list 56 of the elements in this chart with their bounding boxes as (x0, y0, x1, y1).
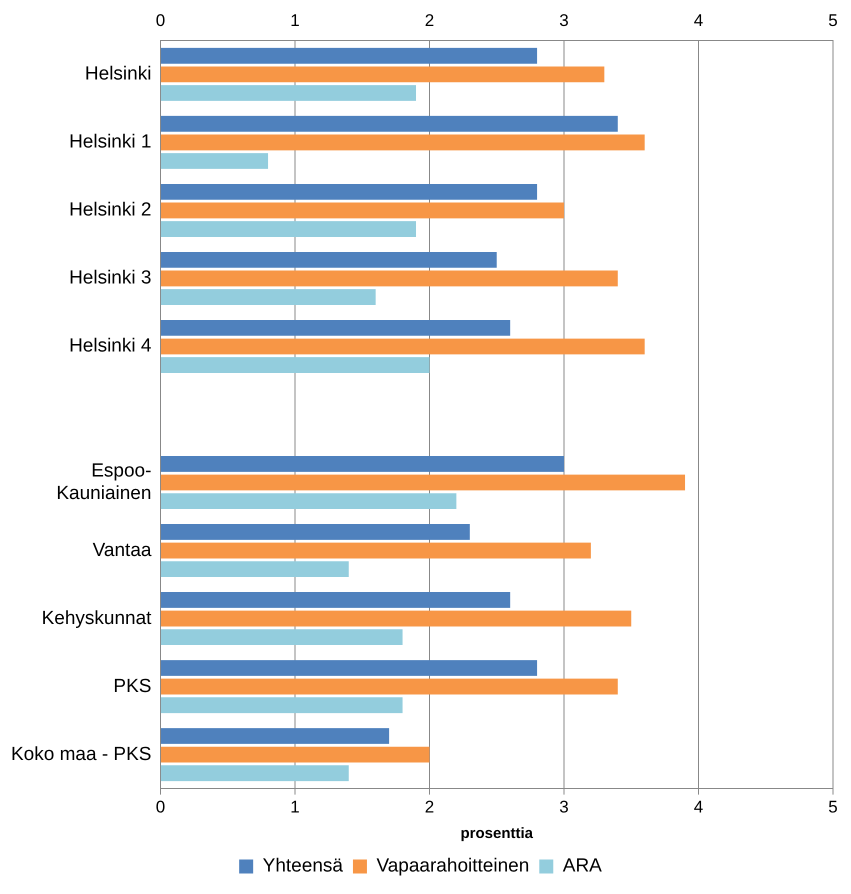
bar (160, 320, 510, 336)
bar (160, 542, 591, 558)
y-tick-label: Espoo-Kauniainen (56, 460, 152, 504)
x-tick-label: 4 (694, 797, 704, 816)
bar (160, 592, 510, 608)
x2-tick-label: 3 (559, 10, 569, 30)
x2-tick-label: 4 (694, 10, 704, 30)
x-axis-title: prosenttia (460, 825, 534, 842)
bar (160, 66, 604, 82)
x2-tick-label: 0 (156, 10, 166, 30)
bar (160, 678, 618, 694)
bar (160, 270, 618, 286)
bar (160, 252, 497, 268)
legend-label: Vapaarahoitteinen (376, 856, 530, 877)
bar (160, 48, 538, 64)
bar (160, 289, 376, 305)
x-tick-label: 0 (156, 797, 166, 816)
bar (160, 746, 430, 762)
x-tick-label: 2 (424, 797, 434, 816)
bar (160, 116, 618, 132)
bar (160, 765, 349, 782)
x-tick-label: 5 (828, 797, 838, 816)
bar (160, 660, 538, 676)
bar (160, 202, 564, 218)
bar (160, 610, 632, 626)
x2-tick-label: 5 (828, 10, 838, 30)
bar (160, 474, 686, 490)
x2-tick-label: 1 (290, 10, 300, 30)
bar (160, 134, 645, 150)
bar (160, 561, 349, 578)
bar (160, 338, 645, 354)
bar (160, 728, 390, 744)
y-tick-label: PKS (113, 676, 152, 697)
x-tick-label: 1 (290, 797, 300, 816)
bar (160, 221, 416, 237)
y-tick-label: Helsinki 3 (69, 268, 152, 289)
legend-label: ARA (562, 856, 602, 877)
bar (160, 697, 403, 714)
y-tick-label: Helsinki (84, 64, 152, 85)
y-tick-label: Koko maa - PKS (10, 744, 152, 765)
bar (160, 629, 403, 646)
y-tick-label: Helsinki 4 (69, 336, 152, 357)
y-tick-label: Kehyskunnat (42, 608, 152, 629)
bar (160, 357, 430, 373)
x-tick-label: 3 (559, 797, 569, 816)
y-tick-label: Helsinki 2 (69, 200, 152, 221)
legend-label: Yhteensä (262, 856, 344, 877)
bar (160, 493, 456, 510)
x2-tick-label: 2 (424, 10, 434, 30)
bar (160, 456, 564, 472)
bar (160, 85, 416, 101)
bar (160, 153, 268, 169)
bar (160, 524, 470, 540)
y-tick-label: Vantaa (92, 540, 152, 561)
y-tick-label: Helsinki 1 (69, 132, 152, 153)
bar (160, 184, 538, 200)
